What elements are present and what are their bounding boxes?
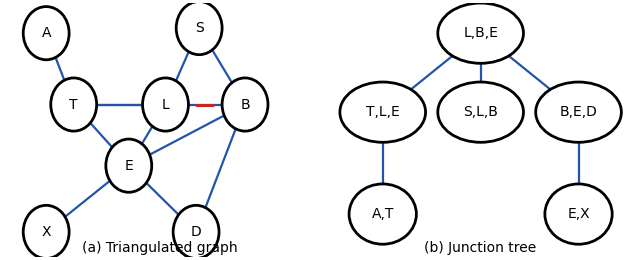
Text: B: B — [240, 98, 250, 112]
Ellipse shape — [438, 82, 524, 142]
Ellipse shape — [222, 78, 268, 131]
Text: E,X: E,X — [567, 207, 590, 221]
Text: X: X — [42, 225, 51, 239]
Text: A,T: A,T — [372, 207, 394, 221]
Text: T,L,E: T,L,E — [366, 105, 399, 119]
Text: A: A — [42, 26, 51, 40]
Text: B,E,D: B,E,D — [559, 105, 598, 119]
Text: S,L,B: S,L,B — [463, 105, 498, 119]
Ellipse shape — [106, 139, 152, 192]
Text: S: S — [195, 21, 204, 35]
Ellipse shape — [23, 6, 69, 60]
Ellipse shape — [545, 184, 612, 244]
Text: T: T — [70, 98, 78, 112]
Text: L,B,E: L,B,E — [463, 26, 498, 40]
Text: L: L — [162, 98, 170, 112]
Ellipse shape — [438, 3, 524, 63]
Ellipse shape — [143, 78, 188, 131]
Ellipse shape — [23, 205, 69, 258]
Ellipse shape — [176, 2, 222, 55]
Text: E: E — [124, 159, 133, 173]
Ellipse shape — [349, 184, 417, 244]
Ellipse shape — [173, 205, 219, 258]
Text: (b) Junction tree: (b) Junction tree — [424, 241, 537, 255]
Text: D: D — [191, 225, 202, 239]
Text: (a) Triangulated graph: (a) Triangulated graph — [81, 241, 237, 255]
Ellipse shape — [51, 78, 97, 131]
Ellipse shape — [536, 82, 621, 142]
Ellipse shape — [340, 82, 426, 142]
